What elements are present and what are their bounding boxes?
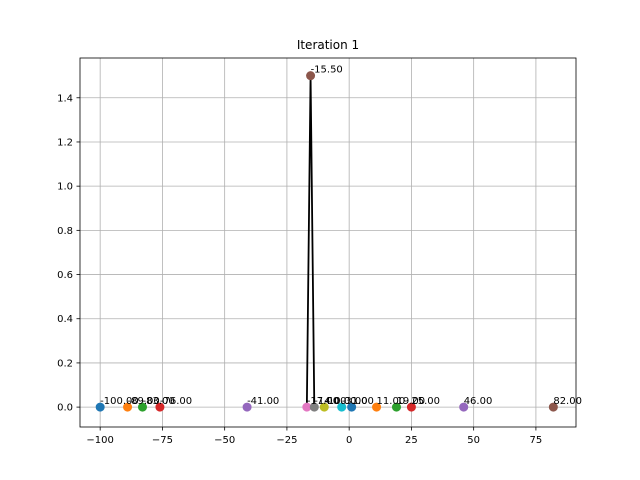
data-point [95,402,105,412]
data-point [319,402,329,412]
data-point-label: 11.00 [377,396,406,407]
data-point [406,402,416,412]
y-tick-label: 0.2 [57,358,73,369]
data-point [459,402,469,412]
data-point-label: -10.00 [324,396,356,407]
data-point-label: 82.00 [553,396,582,407]
data-point-label: -41.00 [247,396,279,407]
data-point [137,402,147,412]
data-point [391,402,401,412]
data-point-label: -89.00 [128,396,160,407]
chart-title: Iteration 1 [297,38,359,52]
point-layer [95,71,558,412]
data-point-label: 1.00 [352,396,374,407]
data-point-label: 46.00 [464,396,493,407]
data-point-label: -83.00 [142,396,174,407]
data-point-label: 25.00 [411,396,440,407]
x-tick-label: −75 [152,435,173,446]
data-point [155,402,165,412]
y-tick-label: 0.6 [57,270,73,281]
data-point [337,402,347,412]
x-tick-label: 75 [530,435,543,446]
x-tick-label: −100 [86,435,113,446]
x-tick-label: −25 [276,435,297,446]
data-point [302,402,312,412]
y-tick-label: 0.8 [57,226,73,237]
data-point [372,402,382,412]
x-tick-label: 25 [405,435,418,446]
data-point-label: 19.00 [396,396,425,407]
data-point [306,71,316,81]
data-point-label: -100.00 [100,396,139,407]
y-tick-label: 0.0 [57,403,73,414]
y-tick-label: 1.0 [57,182,73,193]
data-point-label: -17.00 [307,396,339,407]
data-point [548,402,558,412]
y-tick-label: 1.4 [57,93,73,104]
tick-layer: −100 −75 −50 −25 0 25 50 75 0.0 0.2 0.4 0.6 0.8 1.0 1.… [57,93,542,446]
x-tick-label: −50 [214,435,235,446]
y-tick-label: 1.2 [57,137,73,148]
data-point-label: -15.50 [311,65,343,76]
data-point-label: -76.00 [160,396,192,407]
data-point [242,402,252,412]
y-tick-label: 0.4 [57,314,73,325]
x-tick-label: 50 [467,435,480,446]
x-tick-label: 0 [346,435,352,446]
point-label-layer: -100.00-89.00-83.00-76.00 -41.00 -15.50 -17… [100,65,582,407]
data-point-label: -3.00 [342,396,368,407]
data-point [309,402,319,412]
axes-frame [79,57,577,428]
data-point [347,402,357,412]
data-point [123,402,133,412]
data-point-label: -14.00 [314,396,346,407]
